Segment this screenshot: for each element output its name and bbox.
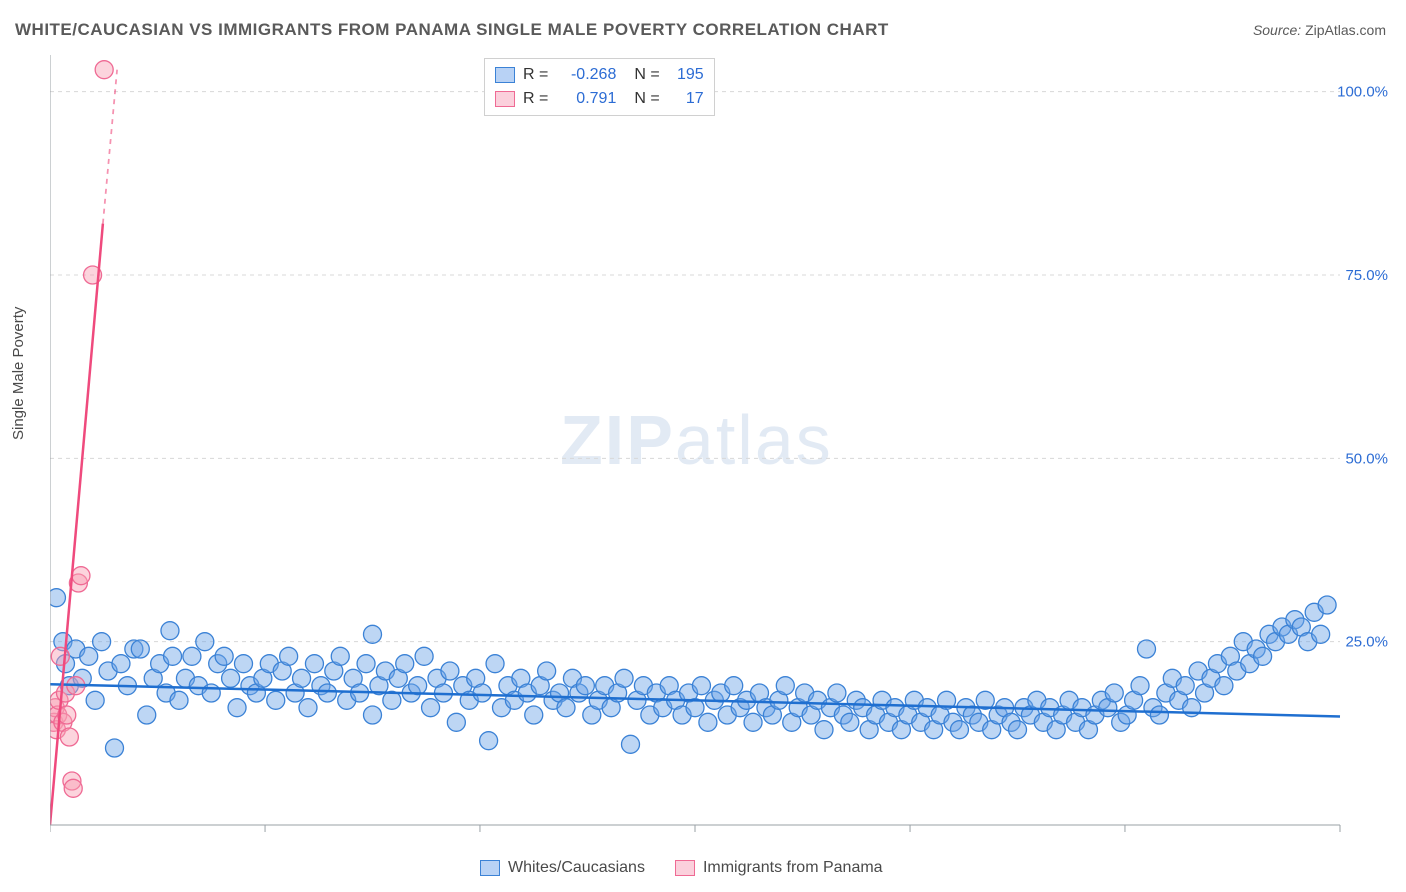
- svg-text:25.0%: 25.0%: [1345, 634, 1388, 651]
- legend-item-2: Immigrants from Panama: [675, 859, 883, 877]
- legend-label-2: Immigrants from Panama: [703, 859, 883, 877]
- n-label: N =: [634, 63, 659, 87]
- r-value-1: -0.268: [556, 63, 616, 87]
- svg-text:75.0%: 75.0%: [1345, 267, 1388, 284]
- legend-label-1: Whites/Caucasians: [508, 859, 645, 877]
- source-value: ZipAtlas.com: [1305, 22, 1386, 38]
- correlation-row-2: R = 0.791 N = 17: [495, 87, 704, 111]
- y-axis-label: Single Male Poverty: [10, 307, 27, 440]
- svg-text:0.0%: 0.0%: [54, 834, 88, 835]
- n-label: N =: [634, 87, 659, 111]
- swatch-blue: [480, 860, 500, 876]
- swatch-pink: [495, 91, 515, 107]
- source-label: Source:: [1253, 22, 1301, 38]
- r-label: R =: [523, 63, 548, 87]
- svg-text:100.0%: 100.0%: [1289, 834, 1340, 835]
- source-attribution: Source: ZipAtlas.com: [1253, 22, 1386, 38]
- scatter-plot: 25.0% 50.0% 75.0% 100.0% 0.0% 100.0%: [50, 55, 1390, 835]
- legend-item-1: Whites/Caucasians: [480, 859, 645, 877]
- swatch-blue: [495, 67, 515, 83]
- svg-text:100.0%: 100.0%: [1337, 84, 1388, 101]
- swatch-pink: [675, 860, 695, 876]
- n-value-2: 17: [668, 87, 704, 111]
- series-legend: Whites/Caucasians Immigrants from Panama: [480, 859, 883, 877]
- correlation-legend: R = -0.268 N = 195 R = 0.791 N = 17: [484, 58, 715, 116]
- r-value-2: 0.791: [556, 87, 616, 111]
- correlation-row-1: R = -0.268 N = 195: [495, 63, 704, 87]
- svg-text:50.0%: 50.0%: [1345, 450, 1388, 467]
- chart-container: WHITE/CAUCASIAN VS IMMIGRANTS FROM PANAM…: [0, 0, 1406, 892]
- chart-title: WHITE/CAUCASIAN VS IMMIGRANTS FROM PANAM…: [15, 20, 889, 40]
- n-value-1: 195: [668, 63, 704, 87]
- r-label: R =: [523, 87, 548, 111]
